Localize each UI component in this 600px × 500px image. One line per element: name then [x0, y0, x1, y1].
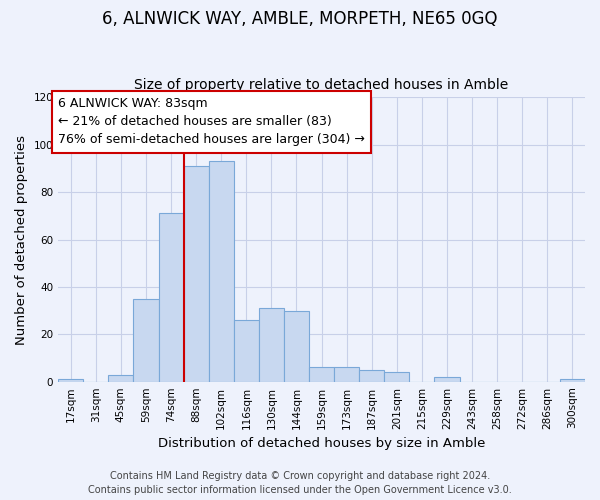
Bar [434, 377, 460, 382]
Text: Contains HM Land Registry data © Crown copyright and database right 2024.
Contai: Contains HM Land Registry data © Crown c… [88, 471, 512, 495]
Bar [309, 368, 334, 382]
Bar [158, 214, 184, 382]
Bar [359, 370, 385, 382]
Text: 6 ALNWICK WAY: 83sqm
← 21% of detached houses are smaller (83)
76% of semi-detac: 6 ALNWICK WAY: 83sqm ← 21% of detached h… [58, 98, 365, 146]
Bar [334, 368, 359, 382]
Bar [234, 320, 259, 382]
Bar [58, 380, 83, 382]
Bar [259, 308, 284, 382]
Bar [560, 380, 585, 382]
X-axis label: Distribution of detached houses by size in Amble: Distribution of detached houses by size … [158, 437, 485, 450]
Title: Size of property relative to detached houses in Amble: Size of property relative to detached ho… [134, 78, 509, 92]
Bar [184, 166, 209, 382]
Bar [385, 372, 409, 382]
Y-axis label: Number of detached properties: Number of detached properties [15, 134, 28, 344]
Bar [133, 298, 158, 382]
Bar [284, 310, 309, 382]
Bar [109, 374, 133, 382]
Bar [209, 162, 234, 382]
Text: 6, ALNWICK WAY, AMBLE, MORPETH, NE65 0GQ: 6, ALNWICK WAY, AMBLE, MORPETH, NE65 0GQ [102, 10, 498, 28]
